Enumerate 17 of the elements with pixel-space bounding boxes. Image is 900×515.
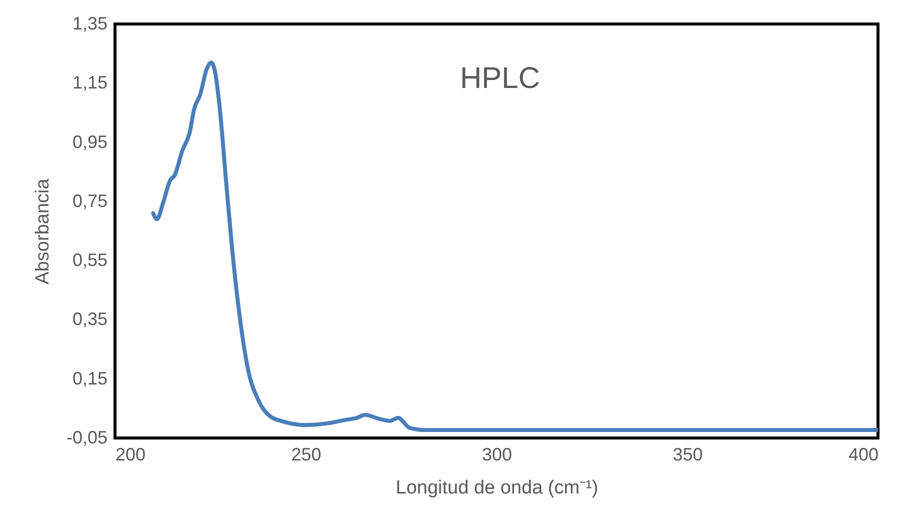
x-tick-label: 300 bbox=[482, 444, 512, 464]
y-tick-label: 0,55 bbox=[72, 250, 108, 270]
x-tick-label: 400 bbox=[848, 444, 878, 464]
y-tick-label: 0,75 bbox=[72, 190, 108, 211]
x-tick-label: 200 bbox=[116, 444, 146, 464]
y-axis-title: Absorbancia bbox=[32, 178, 54, 284]
y-tick-label: 0,35 bbox=[72, 309, 108, 330]
y-tick-label: 0,95 bbox=[72, 132, 108, 152]
y-tick-label: 1,35 bbox=[72, 14, 108, 34]
x-tick-label: 350 bbox=[672, 444, 703, 464]
x-axis-title: Longitud de onda (cm⁻¹) bbox=[396, 478, 598, 498]
annotation: HPLC bbox=[460, 62, 540, 95]
y-tick-label: 1,15 bbox=[72, 72, 108, 93]
x-tick-label: 250 bbox=[291, 444, 322, 464]
line-series bbox=[151, 60, 878, 432]
y-tick-label: -0,05 bbox=[66, 428, 108, 448]
y-tick-label: 0,15 bbox=[72, 368, 108, 388]
